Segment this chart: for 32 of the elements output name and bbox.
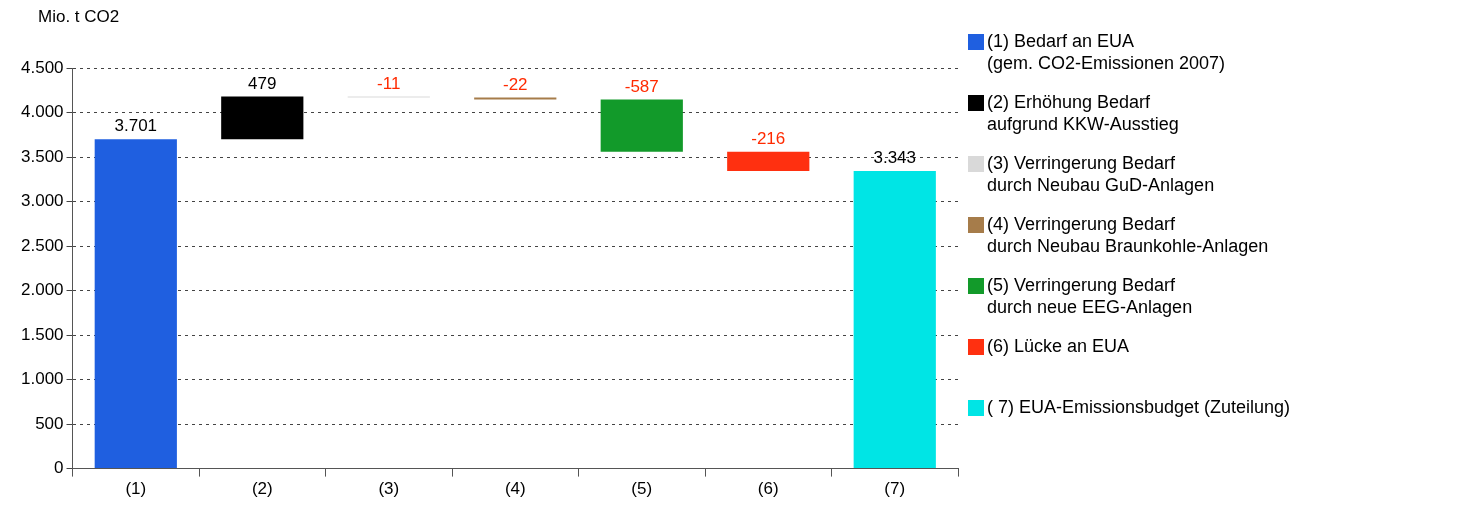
y-tick-label: 1.000 bbox=[20, 369, 64, 389]
x-tick-label: (7) bbox=[884, 479, 906, 499]
y-axis-title: Mio. t CO2 bbox=[38, 7, 120, 27]
data-label: -11 bbox=[377, 73, 401, 93]
data-label: 3.701 bbox=[114, 116, 158, 136]
y-tick-label: 0 bbox=[54, 458, 64, 478]
y-tick-label: 500 bbox=[35, 413, 64, 433]
x-tick-label: (4) bbox=[504, 479, 526, 499]
legend-label: (4) Verringerung Bedarf durch Neubau Braunkohle-Anlagen bbox=[987, 213, 1269, 257]
y-tick-label: 4.000 bbox=[20, 102, 64, 122]
x-tick-label: (2) bbox=[251, 479, 273, 499]
data-label: 479 bbox=[248, 73, 277, 93]
y-tick-label: 2.000 bbox=[20, 280, 64, 300]
y-tick-label: 2.500 bbox=[20, 235, 64, 255]
y-tick-label: 3.000 bbox=[20, 191, 64, 211]
data-label: -587 bbox=[624, 76, 659, 96]
legend-label: (6) Lücke an EUA bbox=[987, 335, 1130, 357]
y-tick-label: 3.500 bbox=[20, 146, 64, 166]
legend-label: (1) Bedarf an EUA (gem. CO2-Emissionen 2007) bbox=[987, 30, 1226, 74]
x-tick-label: (6) bbox=[757, 479, 779, 499]
y-tick-label: 4.500 bbox=[20, 57, 64, 77]
x-tick-label: (1) bbox=[125, 479, 147, 499]
legend-label: ( 7) EUA-Emissionsbudget (Zuteilung) bbox=[987, 396, 1291, 418]
data-label: -22 bbox=[502, 74, 528, 94]
legend-label: (3) Verringerung Bedarf durch Neubau GuD-Anlagen bbox=[987, 152, 1215, 196]
y-tick-label: 1.500 bbox=[20, 324, 64, 344]
legend-label: (2) Erhöhung Bedarf aufgrund KKW-Ausstieg bbox=[987, 91, 1179, 135]
x-tick-label: (3) bbox=[378, 479, 400, 499]
data-label: -216 bbox=[751, 128, 786, 148]
data-label: 3.343 bbox=[873, 148, 917, 168]
legend-label: (5) Verringerung Bedarf durch neue EEG-Anlagen bbox=[987, 274, 1193, 318]
x-tick-label: (5) bbox=[631, 479, 653, 499]
